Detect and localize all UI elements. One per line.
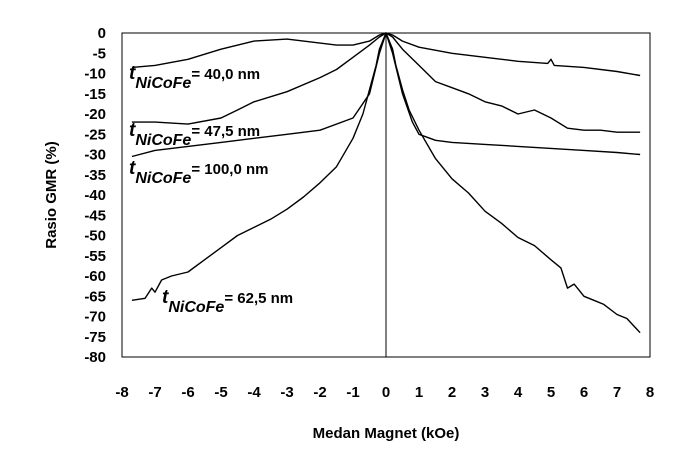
y-tick-label: -55 xyxy=(84,248,106,265)
x-tick-label: 2 xyxy=(448,384,456,401)
x-tick-label: 8 xyxy=(646,384,654,401)
x-tick-label: 4 xyxy=(514,384,523,401)
y-tick-label: -65 xyxy=(84,288,106,305)
x-tick-label: 0 xyxy=(382,384,390,401)
y-tick-label: -40 xyxy=(84,187,106,204)
x-tick-label: 1 xyxy=(415,384,423,401)
y-tick-label: -35 xyxy=(84,167,106,184)
x-tick-label: 6 xyxy=(580,384,588,401)
x-tick-label: 5 xyxy=(547,384,555,401)
series-line-1 xyxy=(131,32,641,133)
y-tick-label: -60 xyxy=(84,268,106,285)
x-tick-label: -6 xyxy=(181,384,194,401)
y-tick-label: -10 xyxy=(84,66,106,83)
annotation-62-5nm: tNiCoFe= 62,5 nm xyxy=(162,287,293,316)
y-axis-title: Rasio GMR (%) xyxy=(43,141,60,249)
x-tick-label: -3 xyxy=(280,384,293,401)
x-tick-label: -7 xyxy=(148,384,161,401)
series-lines xyxy=(131,32,641,334)
y-tick-label: -80 xyxy=(84,349,106,366)
series-line-3 xyxy=(131,32,641,334)
series-line-0 xyxy=(131,32,641,77)
y-tick-label: -45 xyxy=(84,207,106,224)
y-tick-label: -50 xyxy=(84,228,106,245)
y-tick-label: -75 xyxy=(84,329,106,346)
x-tick-label: -8 xyxy=(115,384,128,401)
x-axis-title: Medan Magnet (kOe) xyxy=(313,425,460,442)
y-tick-label: -15 xyxy=(84,86,106,103)
x-tick-label: -1 xyxy=(346,384,359,401)
y-tick-label: 0 xyxy=(98,25,106,42)
series-line-2 xyxy=(131,32,641,158)
x-tick-label: -2 xyxy=(313,384,326,401)
y-tick-label: -20 xyxy=(84,106,106,123)
y-tick-label: -70 xyxy=(84,309,106,326)
y-tick-label: -30 xyxy=(84,147,106,164)
annotation-100nm: tNiCoFe= 100,0 nm xyxy=(129,158,268,187)
x-tick-label: -5 xyxy=(214,384,227,401)
annotation-40nm: tNiCoFe= 40,0 nm xyxy=(129,63,260,92)
annotation-47-5nm: tNiCoFe= 47,5 nm xyxy=(129,120,260,149)
y-tick-label: -25 xyxy=(84,126,106,143)
x-tick-label: 3 xyxy=(481,384,489,401)
y-tick-label: -5 xyxy=(93,45,106,62)
x-tick-label: 7 xyxy=(613,384,621,401)
x-tick-label: -4 xyxy=(247,384,261,401)
x-tick-labels: -8 -7 -6 -5 -4 -3 -2 -1 0 1 2 3 4 5 6 7 8 xyxy=(115,384,654,401)
y-tick-labels: 0 -5 -10 -15 -20 -25 -30 -35 -40 -45 -50 -55 -60 -65 -… xyxy=(84,25,106,366)
